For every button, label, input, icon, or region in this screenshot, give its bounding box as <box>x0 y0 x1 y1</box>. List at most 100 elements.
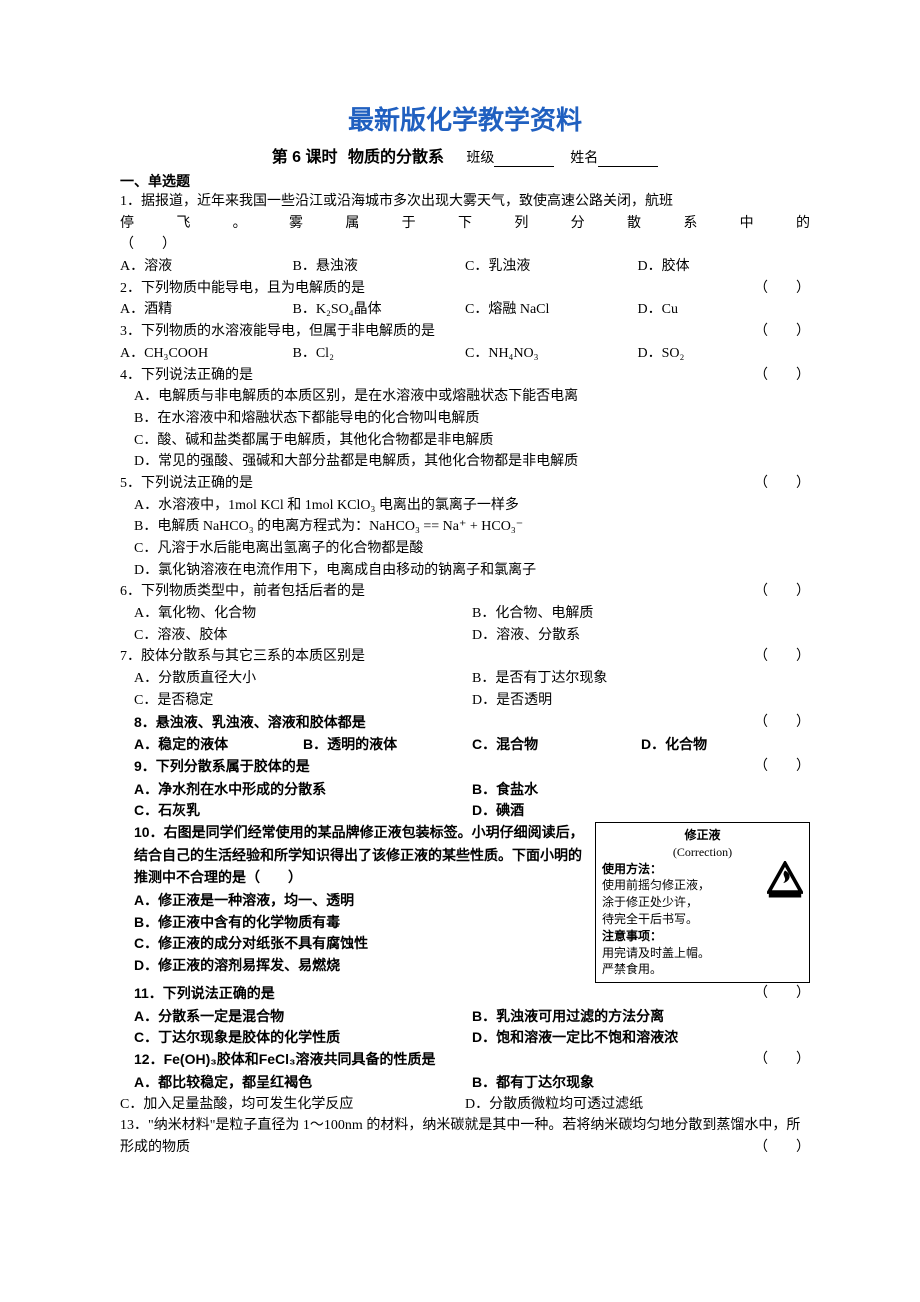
lesson-prefix: 第 6 课时 <box>272 149 338 166</box>
q2-paren: （ ） <box>754 278 810 300</box>
question-12: 12．Fe(OH)₃胶体和FeCl₃溶液共同具备的性质是 （ ） A．都比较稳定… <box>120 1049 810 1093</box>
q3-opt-a: A．CH₃COOH <box>120 343 293 365</box>
name-label: 姓名 <box>570 149 598 165</box>
box-usage-3: 待完全干后书写。 <box>602 911 803 928</box>
q12-opt-b: B．都有丁达尔现象 <box>472 1072 810 1094</box>
q3-opt-b: B．Cl₂ <box>293 343 466 365</box>
q1-opt-b: B．悬浊液 <box>293 256 466 278</box>
q2-opt-b: B．K₂SO₄晶体 <box>293 299 466 321</box>
q5-opt-b: B．电解质 NaHCO₃ 的电离方程式为：NaHCO₃ == Na⁺ + HCO… <box>134 516 810 538</box>
class-blank[interactable] <box>494 152 554 167</box>
q11-opt-d: D．饱和溶液一定比不饱和溶液浓 <box>472 1027 810 1049</box>
q8-paren: （ ） <box>754 712 810 734</box>
q12-opt-a: A．都比较稳定，都呈红褐色 <box>134 1072 472 1094</box>
q7-stem: 7．胶体分散系与其它三系的本质区别是 <box>120 649 365 664</box>
q4-opt-d: D．常见的强酸、强碱和大部分盐都是电解质，其他化合物都是非电解质 <box>134 451 810 473</box>
q5-paren: （ ） <box>754 473 810 495</box>
question-9: 9．下列分散系属于胶体的是 （ ） A．净水剂在水中形成的分散系 B．食盐水 C… <box>120 756 810 822</box>
q8-opt-a: A．稳定的液体 <box>134 734 303 756</box>
q11-opt-b: B．乳浊液可用过滤的方法分离 <box>472 1006 810 1028</box>
subtitle-row: 第 6 课时 物质的分散系 班级 姓名 <box>120 143 810 167</box>
q8-stem: 8．悬浊液、乳浊液、溶液和胶体都是 <box>134 714 366 730</box>
question-8: 8．悬浊液、乳浊液、溶液和胶体都是 （ ） A．稳定的液体 B．透明的液体 C．… <box>120 712 810 756</box>
q11-opt-a: A．分散系一定是混合物 <box>134 1006 472 1028</box>
q2-stem: 2．下列物质中能导电，且为电解质的是 <box>120 281 365 296</box>
question-5: 5．下列说法正确的是 （ ） A．水溶液中，1mol KCl 和 1mol KC… <box>120 473 810 581</box>
section-1-head: 一、单选题 <box>120 171 810 191</box>
q3-opt-c: C．NH₄NO₃ <box>465 343 638 365</box>
q5-stem: 5．下列说法正确的是 <box>120 476 253 491</box>
q12-opt-d: D．分散质微粒均可透过滤纸 <box>465 1094 810 1116</box>
q3-stem: 3．下列物质的水溶液能导电，但属于非电解质的是 <box>120 324 435 339</box>
q3-opt-d: D．SO₂ <box>638 343 811 365</box>
q7-opt-b: B．是否有丁达尔现象 <box>472 668 810 690</box>
q4-opt-c: C．酸、碱和盐类都属于电解质，其他化合物都是非电解质 <box>134 430 810 452</box>
box-title-cn: 修正液 <box>602 827 803 844</box>
box-note-2: 严禁食用。 <box>602 961 803 978</box>
box-title-en: (Correction) <box>602 844 803 861</box>
q1-stem-a: 1．据报道，近年来我国一些沿江或沿海城市多次出现大雾天气，致使高速公路关闭，航班 <box>120 191 810 213</box>
q9-opt-a: A．净水剂在水中形成的分散系 <box>134 779 472 801</box>
q9-opt-c: C．石灰乳 <box>134 800 472 822</box>
q4-stem: 4．下列说法正确的是 <box>120 368 253 383</box>
q9-opt-d: D．碘酒 <box>472 800 810 822</box>
q1-stem-b: 停飞。雾属于下列分散系中的 <box>120 213 810 235</box>
q6-opt-d: D．溶液、分散系 <box>472 625 810 647</box>
page-title: 最新版化学教学资料 <box>120 100 810 137</box>
q2-opt-c: C．熔融 NaCl <box>465 299 638 321</box>
q4-opt-a: A．电解质与非电解质的本质区别，是在水溶液中或熔融状态下能否电离 <box>134 386 810 408</box>
q11-stem: 11．下列说法正确的是 <box>134 985 275 1001</box>
q6-stem: 6．下列物质类型中，前者包括后者的是 <box>120 584 365 599</box>
question-4: 4．下列说法正确的是 （ ） A．电解质与非电解质的本质区别，是在水溶液中或熔融… <box>120 365 810 473</box>
q7-opt-a: A．分散质直径大小 <box>134 668 472 690</box>
q12-opt-c: C．加入足量盐酸，均可发生化学反应 <box>120 1094 465 1116</box>
q6-opt-b: B．化合物、电解质 <box>472 603 810 625</box>
flammable-icon <box>767 861 803 907</box>
q9-stem: 9．下列分散系属于胶体的是 <box>134 758 310 774</box>
q7-opt-c: C．是否稳定 <box>134 690 472 712</box>
q3-paren: （ ） <box>754 321 810 343</box>
q13-paren: （ ） <box>754 1137 810 1159</box>
q8-opt-d: D．化合物 <box>641 734 810 756</box>
q6-opt-c: C．溶液、胶体 <box>134 625 472 647</box>
q8-opt-c: C．混合物 <box>472 734 641 756</box>
box-note-label: 注意事项： <box>602 929 662 943</box>
lesson-title: 物质的分散系 <box>348 149 444 166</box>
question-13: 13．"纳米材料"是粒子直径为 1～100nm 的材料，纳米碳就是其中一种。若将… <box>120 1115 810 1158</box>
q13-stem: 13．"纳米材料"是粒子直径为 1～100nm 的材料，纳米碳就是其中一种。若将… <box>120 1118 800 1155</box>
q5-opt-c: C．凡溶于水后能电离出氢离子的化合物都是酸 <box>134 538 810 560</box>
q1-opt-c: C．乳浊液 <box>465 256 638 278</box>
q8-opt-b: B．透明的液体 <box>303 734 472 756</box>
question-1: 1．据报道，近年来我国一些沿江或沿海城市多次出现大雾天气，致使高速公路关闭，航班… <box>120 191 810 278</box>
question-3: 3．下列物质的水溶液能导电，但属于非电解质的是 （ ） A．CH₃COOH B．… <box>120 321 810 364</box>
q12-paren: （ ） <box>754 1049 810 1071</box>
question-12-cd: C．加入足量盐酸，均可发生化学反应 D．分散质微粒均可透过滤纸 <box>120 1094 810 1116</box>
box-usage-label: 使用方法： <box>602 862 662 876</box>
question-7: 7．胶体分散系与其它三系的本质区别是 （ ） A．分散质直径大小 B．是否有丁达… <box>120 646 810 711</box>
q1-opt-a: A．溶液 <box>120 256 293 278</box>
q2-opt-d: D．Cu <box>638 299 811 321</box>
q1-paren: （ ） <box>120 234 810 256</box>
q7-opt-d: D．是否透明 <box>472 690 810 712</box>
q6-paren: （ ） <box>754 581 810 603</box>
question-11: 11．下列说法正确的是 （ ） A．分散系一定是混合物 B．乳浊液可用过滤的方法… <box>120 983 810 1049</box>
q2-opt-a: A．酒精 <box>120 299 293 321</box>
q9-paren: （ ） <box>754 756 810 778</box>
q9-opt-b: B．食盐水 <box>472 779 810 801</box>
q11-opt-c: C．丁达尔现象是胶体的化学性质 <box>134 1027 472 1049</box>
q6-opt-a: A．氧化物、化合物 <box>134 603 472 625</box>
q4-paren: （ ） <box>754 365 810 387</box>
name-blank[interactable] <box>598 152 658 167</box>
question-6: 6．下列物质类型中，前者包括后者的是 （ ） A．氧化物、化合物 B．化合物、电… <box>120 581 810 646</box>
q5-opt-a: A．水溶液中，1mol KCl 和 1mol KClO₃ 电离出的氯离子一样多 <box>134 495 810 517</box>
class-label: 班级 <box>466 149 494 165</box>
q5-opt-d: D．氯化钠溶液在电流作用下，电离成自由移动的钠离子和氯离子 <box>134 560 810 582</box>
correction-label-box: 修正液 (Correction) 使用方法： 使用前摇匀修正液， 涂于修正处少许… <box>595 822 810 983</box>
q12-stem: 12．Fe(OH)₃胶体和FeCl₃溶液共同具备的性质是 <box>134 1051 436 1067</box>
q4-opt-b: B．在水溶液中和熔融状态下都能导电的化合物叫电解质 <box>134 408 810 430</box>
q7-paren: （ ） <box>754 646 810 668</box>
q1-opt-d: D．胶体 <box>638 256 811 278</box>
box-note-1: 用完请及时盖上帽。 <box>602 945 803 962</box>
q10-stem: 10．右图是同学们经常使用的某品牌修正液包装标签。小玥仔细阅读后，结合自己的生活… <box>134 824 584 885</box>
q11-paren: （ ） <box>754 983 810 1005</box>
